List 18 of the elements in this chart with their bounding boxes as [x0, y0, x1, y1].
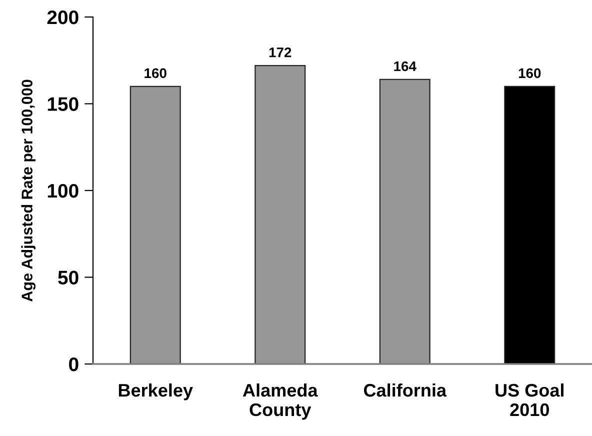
y-tick-label: 150: [48, 97, 78, 111]
bar: [379, 78, 430, 364]
data-label: 160: [144, 68, 166, 78]
x-tick-label: Berkeley: [118, 383, 193, 400]
x-tick-label: Alameda County: [242, 383, 318, 420]
y-tick-label: 0: [69, 357, 78, 372]
x-tick-label: California: [364, 383, 447, 397]
x-tick-label: US Goal 2010: [496, 383, 564, 416]
y-tick-label: 200: [47, 10, 78, 24]
data-label: 164: [394, 61, 416, 72]
bar: [254, 65, 306, 364]
data-label: 172: [269, 47, 292, 58]
y-axis-title: Age Adjusted Rate per 100,000: [21, 80, 36, 302]
y-tick-label: 50: [58, 270, 78, 284]
data-label: 160: [518, 68, 541, 78]
y-tick-label: 100: [48, 184, 78, 198]
bar: [504, 86, 556, 364]
bar: [130, 86, 181, 364]
